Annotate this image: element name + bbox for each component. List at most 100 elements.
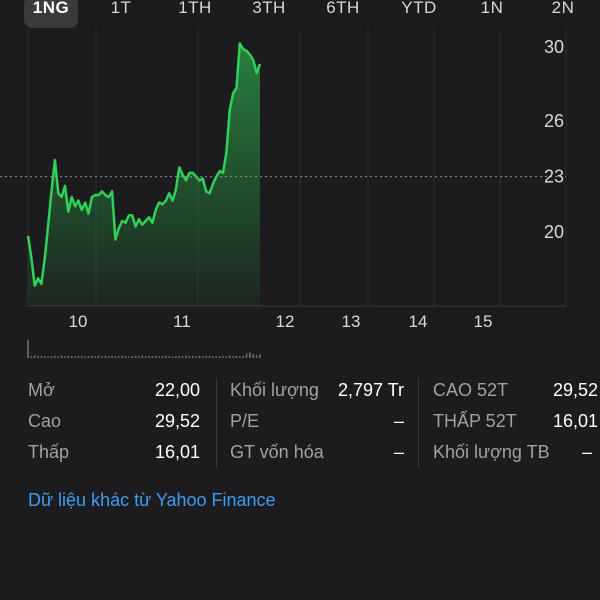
volume-bar [60, 355, 63, 358]
volume-bar [148, 355, 150, 358]
volume-bar [64, 356, 66, 358]
x-tick-label: 14 [409, 312, 428, 331]
x-axis-labels: 10 11 12 13 14 15 [69, 312, 493, 331]
volume-bar [57, 356, 60, 358]
range-tabs: 1NG 1T 1TH 3TH 6TH YTD 1N 2N [0, 0, 600, 30]
volume-bar [144, 356, 147, 358]
low-52w-value: 16,01 [553, 411, 599, 431]
volume-bar [161, 356, 164, 358]
volume-bar [117, 356, 120, 358]
volume-bar [202, 356, 204, 358]
volume-bar [94, 356, 97, 358]
x-tick-label: 10 [69, 312, 88, 331]
volume-bar [70, 356, 73, 358]
volume-bar [168, 356, 171, 358]
volume-bar [104, 355, 107, 358]
volume-bar [40, 355, 43, 358]
volume-bar [235, 355, 238, 358]
volume-bar [191, 355, 194, 358]
low-label: Thấp [28, 442, 70, 462]
tab-3m[interactable]: 3TH [252, 0, 286, 17]
volume-bar [121, 355, 123, 358]
tab-6m[interactable]: 6TH [326, 0, 360, 17]
y-tick-label: 20 [544, 222, 564, 242]
volume-bar [141, 355, 144, 358]
volume-bar [158, 356, 160, 358]
tab-2y[interactable]: 2N [551, 0, 575, 17]
avg-volume-label: Khối lượng TB [433, 442, 550, 462]
volume-bar [232, 356, 234, 358]
yahoo-finance-link[interactable]: Dữ liệu khác từ Yahoo Finance [28, 490, 276, 510]
volume-bar [215, 356, 218, 358]
volume-label: Khối lượng [230, 380, 319, 400]
volume-bar [185, 355, 187, 358]
high-52w-label: CAO 52T [433, 380, 509, 400]
open-label: Mở [28, 380, 55, 400]
volume-bar [195, 356, 197, 358]
tab-1w[interactable]: 1T [110, 0, 132, 17]
price-chart[interactable]: 30 26 23 20 10 11 12 13 14 15 [0, 30, 600, 360]
x-tick-label: 12 [276, 312, 295, 331]
y-tick-label: 26 [544, 111, 564, 131]
volume-bar [114, 356, 117, 358]
volume-bar [208, 355, 211, 358]
volume-bar [188, 356, 191, 358]
volume-bar [37, 356, 39, 358]
volume-value: 2,797 Tr [337, 380, 404, 400]
volume-bar [181, 356, 184, 358]
volume-bar [154, 355, 157, 358]
stats-divider-2 [418, 378, 419, 468]
volume-bar [134, 355, 137, 358]
stats-panel: Mở 22,00 Cao 29,52 Thấp 16,01 Khối lượng… [0, 370, 600, 480]
volume-bar [50, 356, 53, 358]
pe-value: – [393, 411, 404, 431]
volume-bar [33, 355, 36, 358]
volume-bar [222, 355, 224, 358]
open-value: 22,00 [154, 380, 200, 400]
low-52w-label: THẤP 52T [433, 411, 517, 431]
volume-bar [151, 356, 154, 358]
volume-bar [87, 356, 90, 358]
volume-bar [111, 355, 113, 358]
volume-bar [54, 355, 56, 358]
tab-1d[interactable]: 1NG [24, 0, 78, 28]
volume-bar [252, 354, 255, 358]
volume-bar [107, 356, 110, 358]
pe-label: P/E [230, 411, 260, 431]
volume-bar [228, 355, 231, 358]
volume-bar [198, 355, 201, 358]
volume-bar [165, 355, 167, 358]
volume-bars [27, 340, 261, 358]
x-tick-label: 13 [342, 312, 361, 331]
chart-grid [27, 30, 567, 307]
volume-bar [84, 356, 86, 358]
tab-1y[interactable]: 1N [480, 0, 504, 17]
volume-bar [131, 356, 134, 358]
x-tick-label: 11 [173, 312, 191, 331]
volume-bar [101, 356, 103, 358]
y-tick-label: 30 [544, 37, 564, 57]
market-cap-value: – [393, 442, 404, 462]
y-axis-labels: 30 26 23 20 [544, 37, 564, 242]
volume-bar [67, 355, 70, 358]
volume-bar [97, 355, 100, 358]
volume-bar [77, 355, 80, 358]
high-value: 29,52 [154, 411, 200, 431]
high-52w-value: 29,52 [553, 380, 599, 400]
volume-bar [124, 356, 127, 358]
stats-divider-1 [216, 378, 217, 468]
tab-ytd[interactable]: YTD [401, 0, 437, 17]
low-value: 16,01 [154, 442, 200, 462]
volume-bar [128, 356, 130, 358]
price-line [26, 42, 262, 287]
volume-bar [27, 340, 29, 358]
volume-bar [218, 356, 221, 358]
y-tick-label: 23 [544, 167, 564, 187]
volume-bar [138, 356, 140, 358]
avg-volume-value: – [582, 442, 593, 462]
volume-bar [259, 354, 261, 358]
volume-bar [249, 352, 251, 358]
tab-1m[interactable]: 1TH [178, 0, 212, 17]
volume-bar [225, 356, 228, 358]
volume-bar [245, 353, 248, 358]
